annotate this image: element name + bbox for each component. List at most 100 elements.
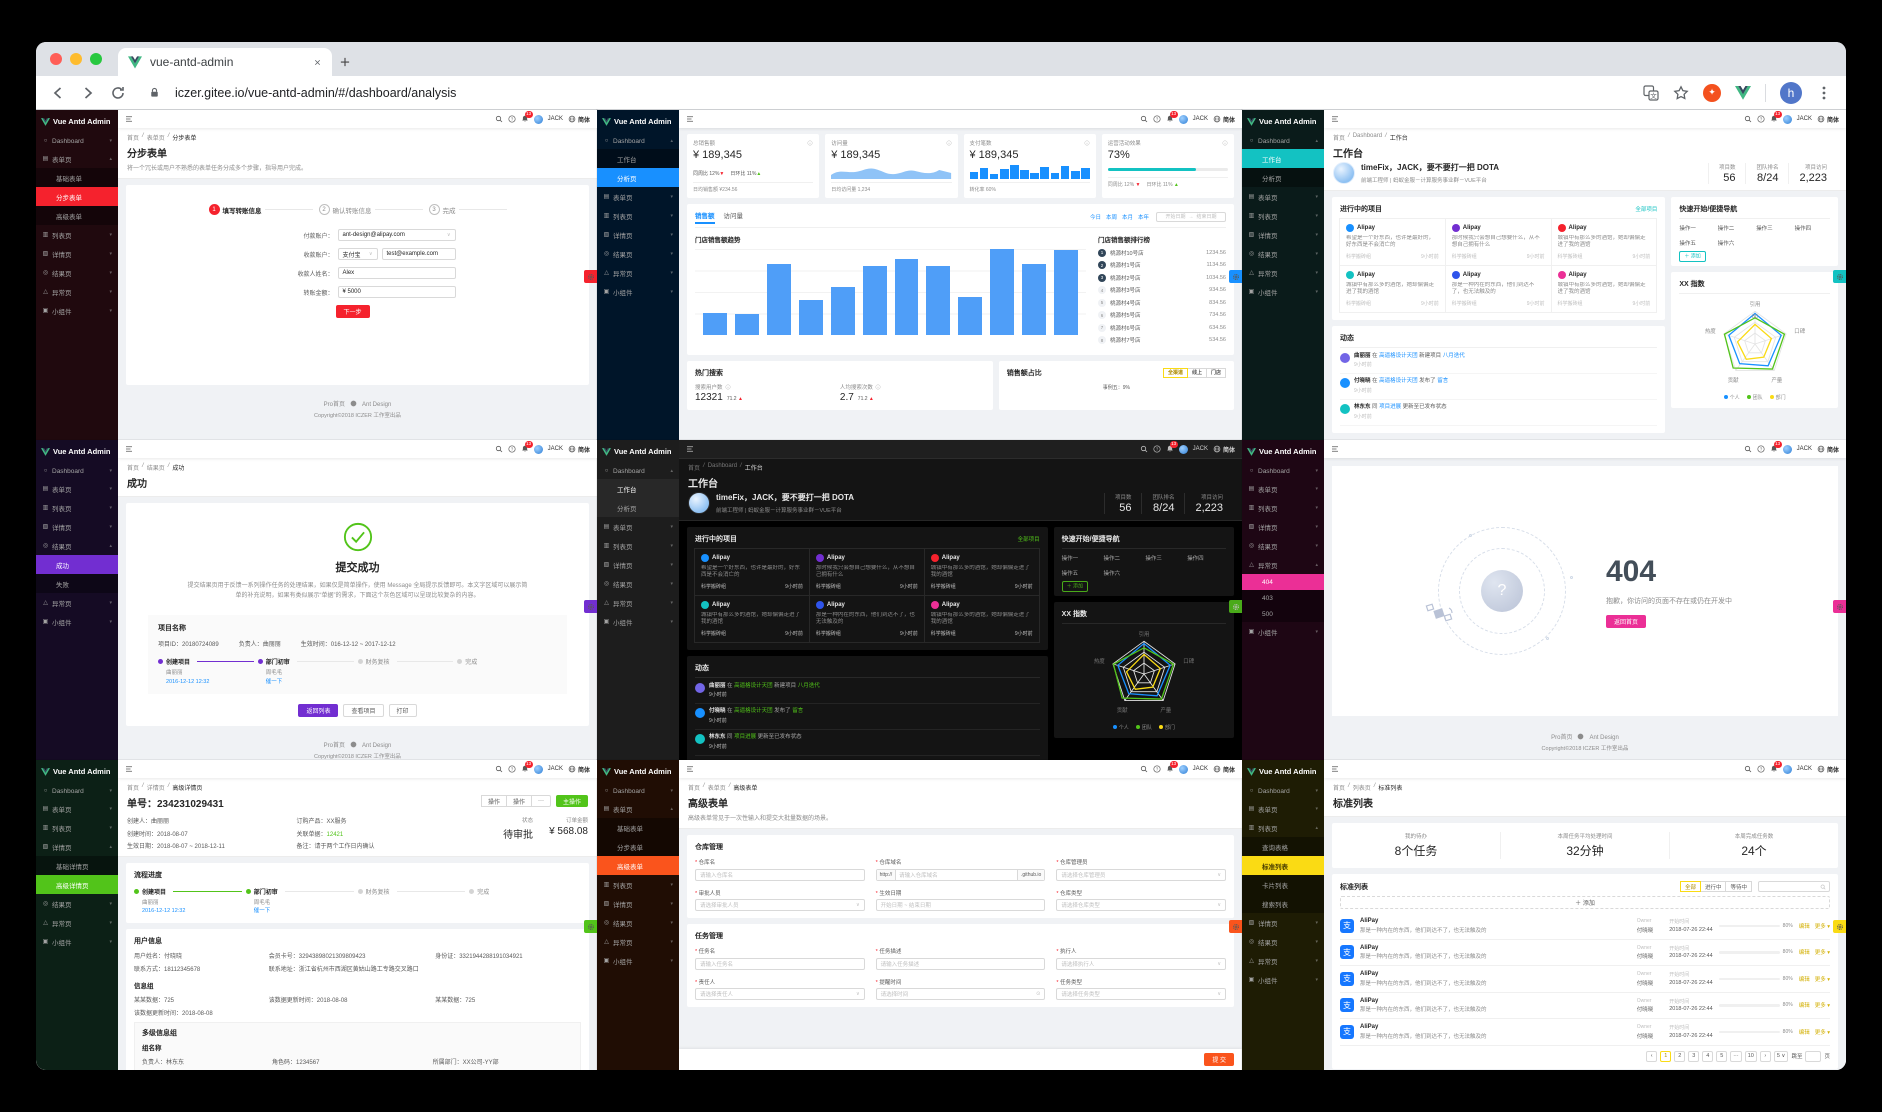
- help-icon[interactable]: [508, 765, 516, 773]
- list-item[interactable]: 支 AliPay 那是一种内在的东西，他们到达不了，也无法触及的 Owner 付晓晓…: [1340, 940, 1830, 966]
- menu-fold-icon[interactable]: [125, 445, 133, 453]
- help-icon[interactable]: [508, 115, 516, 123]
- more-link[interactable]: 更多 ▾: [1814, 1003, 1830, 1010]
- more-link[interactable]: 更多 ▾: [1814, 976, 1830, 983]
- sidebar-item[interactable]: 高级详情页: [36, 875, 118, 894]
- notification-bell[interactable]: 13: [1770, 111, 1782, 123]
- search-icon[interactable]: [495, 115, 503, 123]
- project-card[interactable]: Alipay 城镇中有那么多的酒馆，她却偏偏走进了我的酒馆 科学搬砖组 9小时前: [1339, 265, 1446, 313]
- sidebar-item[interactable]: ○ Dashboard ▴: [604, 467, 673, 475]
- help-icon[interactable]: [1153, 765, 1161, 773]
- sidebar-item[interactable]: 查询表格: [1242, 837, 1324, 856]
- user-avatar[interactable]: [1178, 764, 1188, 774]
- sidebar-item[interactable]: ▤ 表单页 ▾: [42, 485, 112, 494]
- form-input[interactable]: 开始日期 ~ 结束日期: [875, 899, 1046, 911]
- form-input[interactable]: 请选择仓库管理员 ∨: [1056, 868, 1226, 881]
- sidebar-item[interactable]: ○ Dashboard ▴: [1249, 137, 1318, 145]
- menu-fold-icon[interactable]: [686, 445, 694, 453]
- theme-settings-button[interactable]: [1229, 270, 1242, 283]
- sidebar-item[interactable]: ▥ 列表页 ▾: [603, 212, 673, 221]
- zoom-window-button[interactable]: [90, 53, 102, 65]
- sidebar-item[interactable]: ○ Dashboard ▾: [1249, 787, 1318, 795]
- sidebar-item[interactable]: ▧ 详情页 ▾: [603, 900, 673, 909]
- language-switch[interactable]: 简体: [1817, 445, 1839, 454]
- edit-link[interactable]: 编辑: [1798, 1003, 1810, 1010]
- language-switch[interactable]: 简体: [568, 765, 590, 774]
- menu-fold-icon[interactable]: [125, 115, 133, 123]
- quick-op[interactable]: 操作三: [1145, 556, 1162, 562]
- list-item[interactable]: 支 AliPay 那是一种内在的东西，他们到达不了，也无法触及的 Owner 付晓晓…: [1340, 993, 1830, 1019]
- sidebar-item[interactable]: △ 异常页 ▾: [604, 938, 673, 947]
- sidebar-item[interactable]: ▣ 小组件 ▾: [1248, 628, 1318, 637]
- sidebar-item[interactable]: 高级表单: [597, 856, 679, 875]
- sidebar-item[interactable]: 404: [1242, 574, 1324, 590]
- action-button[interactable]: ···: [530, 795, 551, 807]
- sidebar-item[interactable]: ▧ 详情页 ▾: [1248, 919, 1318, 928]
- sidebar-item[interactable]: ▣ 小组件 ▾: [1248, 288, 1318, 297]
- forward-icon[interactable]: [80, 85, 96, 101]
- user-avatar[interactable]: [533, 114, 543, 124]
- page-button[interactable]: 1: [1660, 1050, 1672, 1062]
- sidebar-item[interactable]: ▧ 详情页 ▾: [42, 523, 112, 532]
- sidebar-item[interactable]: ▧ 详情页 ▴: [42, 843, 112, 852]
- theme-settings-button[interactable]: [1833, 270, 1846, 283]
- filter-button[interactable]: 全部: [1679, 881, 1701, 892]
- quick-op[interactable]: 操作四: [1794, 226, 1812, 232]
- next-step-button[interactable]: 下一步: [335, 305, 370, 318]
- sidebar-item[interactable]: ▧ 详情页 ▾: [603, 231, 673, 240]
- form-input[interactable]: 请输入仓库名: [695, 868, 865, 881]
- sidebar-item[interactable]: ▤ 表单页 ▴: [42, 155, 112, 164]
- user-avatar[interactable]: [533, 764, 543, 774]
- sidebar-item[interactable]: △ 异常页 ▾: [43, 599, 112, 608]
- menu-fold-icon[interactable]: [686, 765, 694, 773]
- quick-op[interactable]: 操作二: [1103, 556, 1120, 562]
- quick-op[interactable]: 操作三: [1756, 226, 1773, 232]
- search-icon[interactable]: [495, 765, 503, 773]
- quick-op[interactable]: 操作五: [1679, 241, 1696, 247]
- sidebar-item[interactable]: ▥ 列表页 ▴: [1248, 824, 1318, 833]
- amount-input[interactable]: ¥ 5000: [337, 286, 456, 298]
- sidebar-item[interactable]: 成功: [36, 555, 118, 574]
- extension-icon[interactable]: ✦: [1703, 83, 1721, 102]
- sidebar-item[interactable]: 失败: [36, 574, 118, 593]
- help-icon[interactable]: [1757, 765, 1765, 773]
- notification-bell[interactable]: 13: [1770, 761, 1782, 773]
- form-input[interactable]: 请输入任务描述: [875, 957, 1046, 970]
- sidebar-item[interactable]: ◎ 结果页 ▾: [1248, 938, 1318, 947]
- form-input[interactable]: 请选择时间 ⊙: [875, 988, 1046, 1000]
- filter-button[interactable]: 进行中: [1699, 881, 1727, 892]
- more-link[interactable]: 更多 ▾: [1814, 923, 1830, 930]
- sidebar-item[interactable]: 分析页: [1242, 168, 1324, 187]
- form-input[interactable]: http://请输入仓库域名 .github.io: [875, 868, 1046, 881]
- page-button[interactable]: ‹: [1646, 1050, 1658, 1062]
- help-icon[interactable]: [1757, 115, 1765, 123]
- jump-page-input[interactable]: [1805, 1050, 1822, 1062]
- sidebar-item[interactable]: △ 异常页 ▾: [43, 288, 112, 297]
- quick-op[interactable]: 操作四: [1187, 556, 1204, 562]
- project-card[interactable]: Alipay 城镇中有那么多的酒馆，她却偏偏走进了我的酒馆 科学搬砖组 9小时前: [923, 548, 1040, 596]
- sidebar-item[interactable]: 500: [1242, 606, 1324, 622]
- language-switch[interactable]: 简体: [1213, 115, 1235, 124]
- form-input[interactable]: 请选择审批人员 ∨: [695, 899, 865, 911]
- form-input[interactable]: 请选择任务类型 ∨: [1056, 988, 1226, 1000]
- quick-op[interactable]: 操作一: [1061, 556, 1079, 562]
- page-button[interactable]: 5: [1716, 1050, 1728, 1062]
- more-link[interactable]: 更多 ▾: [1814, 1029, 1830, 1036]
- theme-settings-button[interactable]: [584, 600, 597, 613]
- user-avatar[interactable]: [533, 444, 543, 454]
- edit-link[interactable]: 编辑: [1798, 923, 1810, 930]
- quick-op[interactable]: 操作五: [1061, 571, 1079, 577]
- theme-settings-button[interactable]: [584, 920, 597, 933]
- theme-settings-button[interactable]: [1229, 600, 1242, 613]
- sidebar-item[interactable]: ◎ 结果页 ▾: [42, 269, 112, 278]
- edit-link[interactable]: 编辑: [1798, 976, 1810, 983]
- user-avatar[interactable]: [1178, 444, 1188, 454]
- sidebar-item[interactable]: ▣ 小组件 ▾: [42, 307, 112, 316]
- menu-fold-icon[interactable]: [686, 115, 694, 123]
- payee-account-input[interactable]: test@example.com: [381, 248, 456, 260]
- notification-bell[interactable]: 13: [1166, 761, 1178, 773]
- page-button[interactable]: ›: [1759, 1050, 1771, 1062]
- help-icon[interactable]: [1757, 445, 1765, 453]
- action-button[interactable]: 操作: [505, 795, 532, 807]
- language-switch[interactable]: 简体: [568, 115, 590, 124]
